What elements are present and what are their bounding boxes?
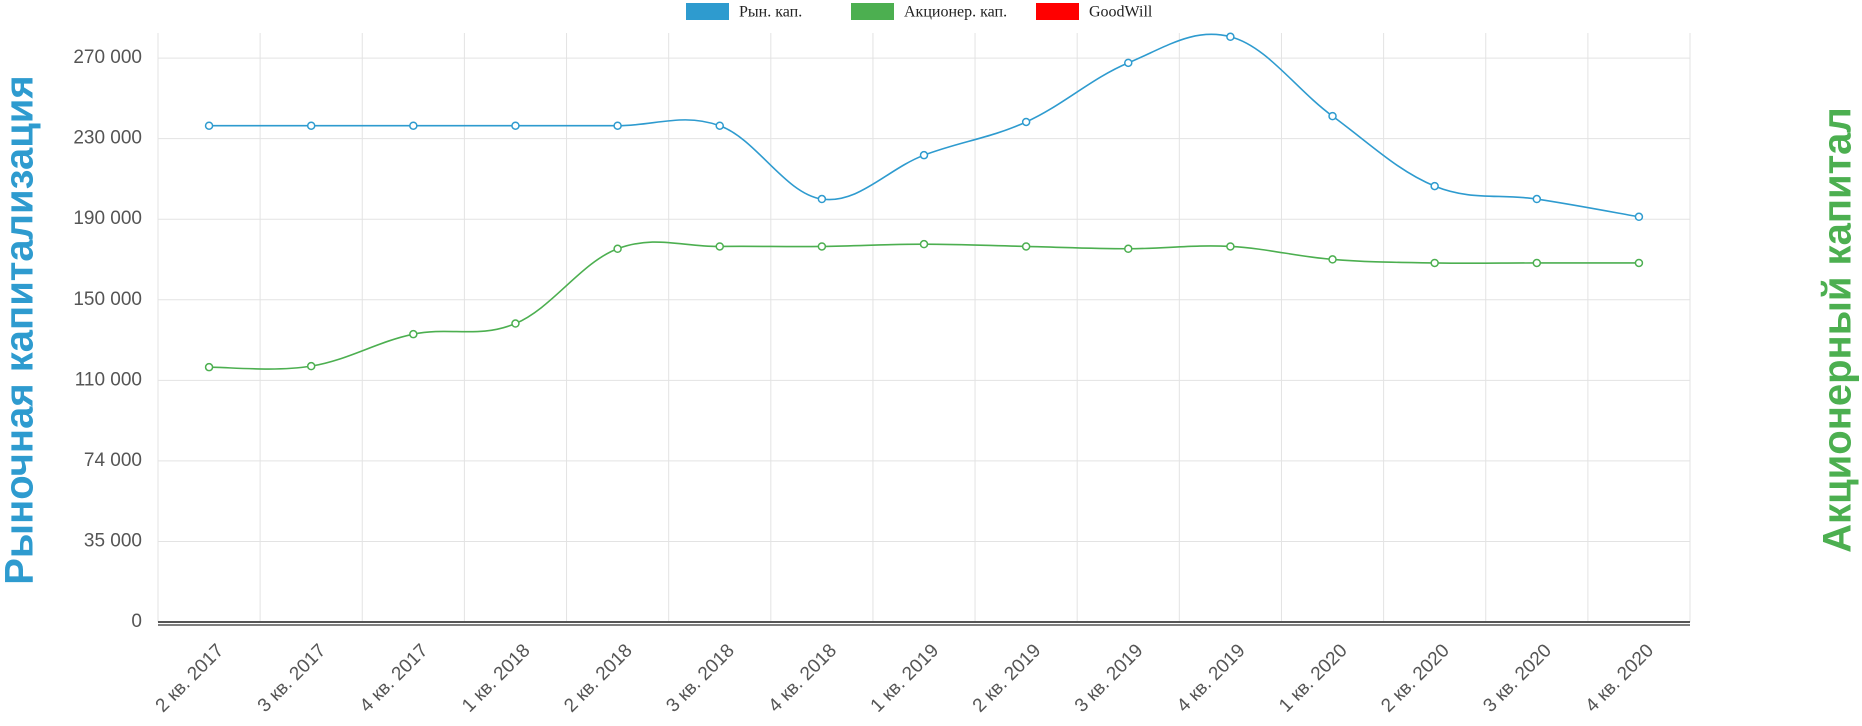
data-point	[715, 121, 724, 130]
data-point	[1634, 258, 1644, 268]
x-tick-label: 2 кв. 2020	[1377, 640, 1453, 716]
data-point	[1328, 255, 1337, 264]
data-point	[1021, 242, 1031, 251]
data-point	[1532, 194, 1542, 204]
y-tick-label: 35 000	[84, 530, 142, 551]
x-tick-label: 4 кв. 2019	[1173, 640, 1249, 716]
data-point	[1430, 258, 1439, 268]
data-point	[1226, 242, 1235, 251]
x-tick-label: 3 кв. 2019	[1071, 640, 1147, 716]
legend-label: GoodWill	[1089, 4, 1153, 21]
data-point	[1430, 181, 1439, 191]
x-tick-label: 3 кв. 2018	[662, 640, 738, 716]
legend-label: Акционер. кап.	[904, 4, 1007, 21]
data-point	[715, 242, 724, 251]
x-tick-label: 2 кв. 2018	[560, 640, 636, 716]
data-point	[511, 121, 520, 130]
data-point	[409, 329, 418, 339]
x-tick-label: 1 кв. 2019	[867, 640, 943, 716]
legend-swatch[interactable]	[851, 3, 894, 20]
data-point	[1226, 32, 1235, 42]
x-tick-label: 3 кв. 2020	[1479, 640, 1555, 716]
x-tick-label: 4 кв. 2017	[356, 640, 432, 716]
legend-swatch[interactable]	[1036, 3, 1079, 20]
x-tick-label: 2 кв. 2017	[152, 640, 228, 716]
data-point	[306, 121, 316, 130]
x-tick-label: 3 кв. 2017	[254, 640, 330, 716]
y-tick-label: 270 000	[73, 47, 142, 68]
legend-swatch[interactable]	[686, 3, 729, 20]
data-point	[511, 319, 520, 328]
series-line	[209, 241, 1639, 370]
data-point	[204, 362, 214, 372]
x-tick-label: 4 кв. 2018	[765, 640, 841, 716]
data-point	[1328, 111, 1337, 121]
legend-label: Рын. кап.	[739, 4, 802, 21]
x-tick-label: 1 кв. 2020	[1275, 640, 1351, 716]
series-line	[209, 33, 1640, 218]
data-point	[817, 242, 827, 251]
data-point	[306, 361, 316, 371]
data-point	[613, 244, 622, 254]
data-point	[1021, 117, 1031, 127]
y-axis-title: Рыночная капитализация	[0, 75, 42, 585]
data-point	[919, 239, 929, 249]
data-point	[613, 121, 622, 130]
data-point	[1532, 258, 1542, 268]
data-point	[817, 194, 827, 204]
y-tick-label: 190 000	[73, 208, 142, 229]
y-tick-label: 74 000	[84, 450, 142, 471]
data-point	[1124, 244, 1133, 254]
data-point	[1124, 58, 1133, 68]
data-point	[919, 150, 929, 160]
y2-axis-title: Акционерный капитал	[1816, 107, 1860, 553]
x-tick-label: 4 кв. 2020	[1582, 640, 1658, 716]
x-tick-label: 1 кв. 2018	[458, 640, 534, 716]
y-tick-label: 0	[131, 611, 142, 632]
data-point	[409, 121, 418, 130]
y-tick-label: 230 000	[73, 128, 142, 149]
data-point	[204, 121, 214, 130]
y-tick-label: 110 000	[75, 369, 142, 390]
y-tick-label: 150 000	[73, 289, 142, 310]
x-tick-label: 2 кв. 2019	[969, 640, 1045, 716]
data-point	[1634, 212, 1644, 222]
